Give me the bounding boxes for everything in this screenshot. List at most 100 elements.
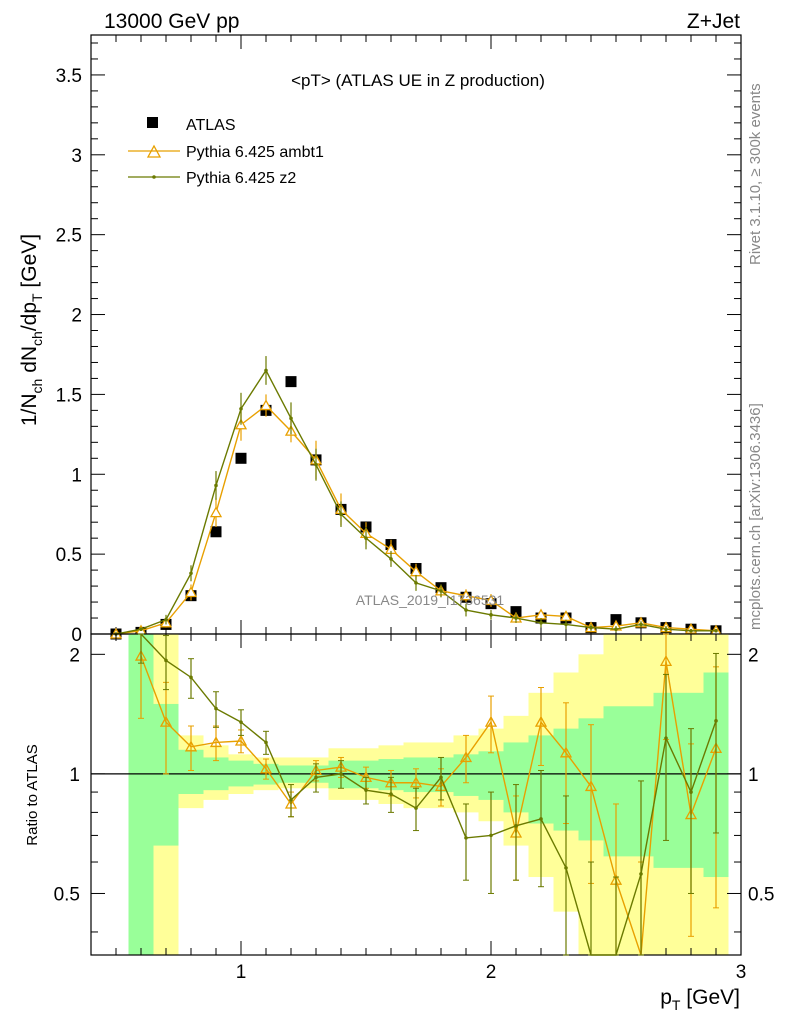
ratio-point-z2 [514, 824, 518, 828]
ratio-point-ambt1 [659, 655, 673, 667]
main-y-axis-label: 1/Nch dNch/dpT [GeV] [18, 234, 45, 426]
main-point-ambt1 [209, 506, 223, 518]
ratio-point-ambt1 [159, 715, 173, 727]
ratio-y-tick-label: 1 [69, 765, 80, 786]
main-point-z2 [364, 536, 368, 540]
main-point-z2 [664, 627, 668, 632]
ratio-line-ambt1 [140, 655, 717, 956]
main-y-tick-label: 2 [71, 306, 82, 327]
main-y-tick-label: 1 [71, 465, 82, 486]
main-point-z2 [639, 622, 643, 627]
main-point-z2 [614, 627, 618, 632]
main-point-z2 [314, 462, 318, 467]
x-tick-label: 2 [486, 962, 497, 983]
ratio-point-z2 [239, 720, 243, 724]
legend: ATLAS Pythia 6.425 ambt1 Pythia 6.425 z2 [128, 117, 324, 187]
main-panel: 0 0.5 1 1.5 2 2.5 3 3.5 [56, 34, 742, 646]
x-tick-label: 1 [236, 962, 247, 983]
ratio-point-z2 [414, 806, 418, 810]
chart-title: <pT> (ATLAS UE in Z production) [291, 71, 545, 90]
ratio-point-ambt1 [234, 734, 248, 746]
ratio-y-tick-label-right: 2 [748, 645, 759, 666]
ratio-point-ambt1 [584, 780, 598, 792]
rivet-label: Rivet 3.1.10, ≥ 300k events [747, 83, 764, 265]
ratio-point-z2 [364, 788, 368, 792]
main-point-z2 [439, 589, 443, 593]
main-point-z2 [239, 406, 243, 411]
main-point-z2 [489, 613, 493, 617]
main-point-z2 [589, 625, 593, 630]
ratio-point-ambt1 [409, 776, 423, 788]
mcplots-label: mcplots.cern.ch [arXiv:1306.3436] [747, 403, 764, 630]
x-axis-label: pT [GeV] [660, 986, 740, 1013]
main-point-atlas [610, 614, 622, 626]
ratio-point-z2 [564, 866, 568, 870]
main-point-z2 [389, 557, 393, 561]
ratio-point-z2 [314, 775, 318, 780]
ratio-point-z2 [714, 719, 718, 723]
ratio-point-ambt1 [459, 751, 473, 763]
main-point-z2 [264, 368, 268, 373]
main-y-tick-label: 0 [71, 625, 82, 646]
ratio-y-axis-label: Ratio to ATLAS [24, 744, 41, 845]
collision-label: 13000 GeV pp [104, 10, 239, 33]
ratio-y-tick-label-right: 0.5 [748, 884, 774, 905]
ratio-point-ambt1 [559, 746, 573, 758]
main-point-ambt1 [259, 399, 273, 411]
ratio-point-z2 [539, 817, 543, 821]
x-tick-label: 3 [736, 962, 747, 983]
main-point-ambt1 [484, 594, 498, 606]
main-point-z2 [464, 608, 468, 612]
main-point-z2 [139, 627, 143, 632]
main-point-z2 [189, 571, 193, 576]
main-point-z2 [514, 616, 518, 620]
main-point-z2 [214, 483, 218, 488]
ratio-point-z2 [289, 798, 293, 802]
ratio-y-tick-label: 0.5 [54, 884, 80, 905]
ratio-point-z2 [689, 790, 693, 794]
svg-text:1/Nch dNch/dpT [GeV]: 1/Nch dNch/dpT [GeV] [18, 234, 45, 426]
legend-ambt1-marker [146, 144, 162, 158]
main-point-z2 [539, 621, 543, 625]
main-y-tick-label: 1.5 [56, 385, 82, 406]
main-y-tick-label: 0.5 [56, 545, 82, 566]
ratio-point-z2 [264, 740, 268, 745]
main-point-ambt1 [459, 589, 473, 601]
ratio-point-ambt1 [484, 715, 498, 727]
ratio-panel: 1 2 3 0.5 0.5 1 1 2 2 [54, 633, 774, 983]
process-label: Z+Jet [687, 10, 740, 33]
ratio-point-z2 [464, 836, 468, 840]
ratio-point-z2 [664, 736, 668, 740]
ratio-point-ambt1 [534, 715, 548, 727]
legend-atlas-label: ATLAS [186, 117, 236, 134]
ratio-point-z2 [389, 792, 393, 796]
legend-ambt1-label: Pythia 6.425 ambt1 [186, 144, 324, 161]
main-point-z2 [689, 629, 693, 633]
legend-z2-label: Pythia 6.425 z2 [186, 170, 296, 187]
main-point-ambt1 [184, 586, 198, 598]
legend-atlas-marker [147, 117, 158, 128]
main-point-z2 [414, 581, 418, 585]
ratio-point-z2 [214, 706, 218, 711]
main-point-atlas [285, 376, 297, 388]
main-point-z2 [289, 416, 293, 421]
ratio-y-tick-label-right: 1 [748, 765, 759, 786]
main-point-z2 [164, 617, 168, 622]
ratio-point-ambt1 [184, 740, 198, 752]
main-point-atlas [210, 526, 222, 538]
main-point-z2 [339, 512, 343, 516]
ratio-point-ambt1 [209, 736, 223, 748]
legend-z2-marker [152, 175, 156, 179]
main-point-atlas [510, 606, 522, 618]
ratio-point-ambt1 [259, 762, 273, 774]
ratio-point-z2 [164, 658, 168, 663]
ratio-point-z2 [189, 675, 193, 680]
main-point-z2 [714, 629, 718, 633]
main-y-tick-label: 2.5 [56, 226, 82, 247]
analysis-watermark: ATLAS_2019_I1736531 [356, 592, 505, 608]
main-point-z2 [564, 622, 568, 627]
ratio-point-z2 [639, 872, 643, 876]
ratio-point-z2 [339, 772, 343, 776]
ratio-y-tick-label: 2 [69, 645, 80, 666]
